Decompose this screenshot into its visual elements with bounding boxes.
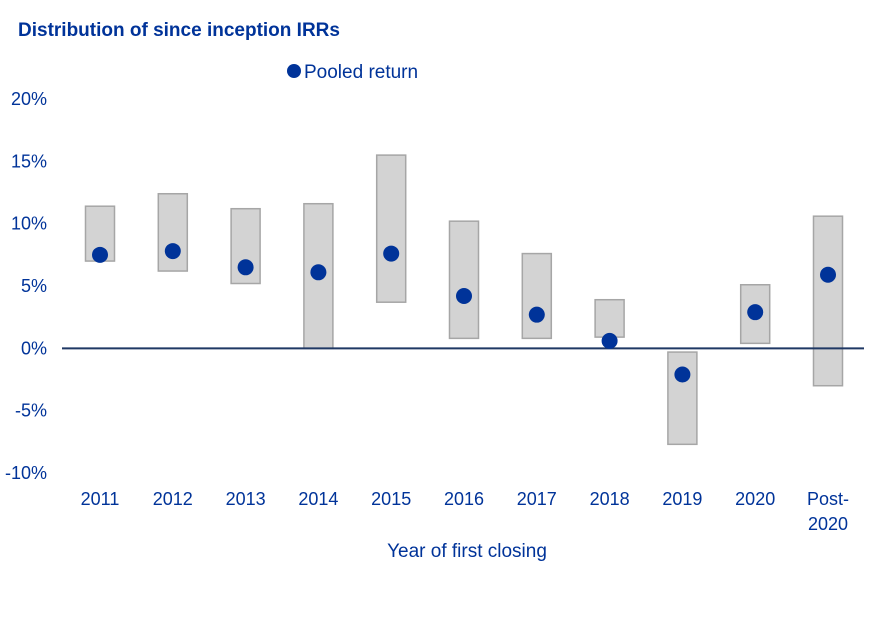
y-tick-label: -5%	[15, 401, 47, 421]
y-axis-ticks: 20% 15% 10% 5% 0% -5% -10%	[5, 89, 47, 483]
range-bar	[375, 154, 407, 303]
pooled-return-dot	[310, 264, 327, 281]
pooled-return-dot	[164, 243, 181, 260]
legend-marker-pooled-return	[287, 64, 301, 78]
pooled-return-dot	[383, 245, 400, 262]
y-tick-label: 0%	[21, 338, 47, 358]
x-tick-label: 2014	[298, 489, 338, 509]
pooled-return-dot	[456, 287, 472, 304]
x-tick-label: 2012	[153, 489, 193, 509]
x-tick-label: 2013	[226, 489, 266, 509]
range-bar	[667, 351, 698, 446]
pooled-return-dot	[92, 246, 108, 263]
x-tick-label: Post-	[807, 489, 849, 509]
y-tick-label: 20%	[11, 89, 47, 109]
range-bar	[84, 205, 116, 262]
x-tick-label: 2017	[517, 489, 557, 509]
x-tick-label: 2011	[81, 489, 120, 509]
range-bar	[521, 252, 553, 340]
pooled-return-dot	[528, 306, 545, 323]
x-tick-label: 2020	[735, 489, 775, 509]
pooled-return-dots	[92, 243, 836, 383]
x-axis-title: Year of first closing	[387, 541, 547, 562]
range-bar	[448, 220, 480, 340]
x-axis-ticks: 2011 2012 2013 2014 2015 2016 2017 2018 2019 2020…	[81, 489, 849, 534]
pooled-return-dot	[820, 266, 836, 283]
x-tick-label: 2016	[444, 489, 484, 509]
range-bar	[812, 215, 844, 387]
pooled-return-dot	[237, 259, 254, 276]
legend: Pooled return	[287, 62, 418, 83]
pooled-return-dot	[674, 366, 691, 383]
y-tick-label: 15%	[11, 151, 47, 171]
chart-title: Distribution of since inception IRRs	[18, 20, 340, 41]
pooled-return-dot	[601, 332, 618, 349]
x-tick-label: 2015	[371, 489, 411, 509]
pooled-return-dot	[747, 304, 764, 321]
y-tick-label: 10%	[11, 214, 47, 234]
x-tick-label: 2019	[662, 489, 702, 509]
y-tick-label: -10%	[5, 463, 47, 483]
x-tick-label: 2018	[590, 489, 630, 509]
x-tick-label: 2020	[808, 514, 848, 534]
range-bar	[594, 298, 625, 338]
range-bars	[84, 154, 844, 446]
range-bar	[157, 192, 189, 272]
y-tick-label: 5%	[21, 276, 47, 296]
legend-label-pooled-return: Pooled return	[304, 62, 418, 83]
